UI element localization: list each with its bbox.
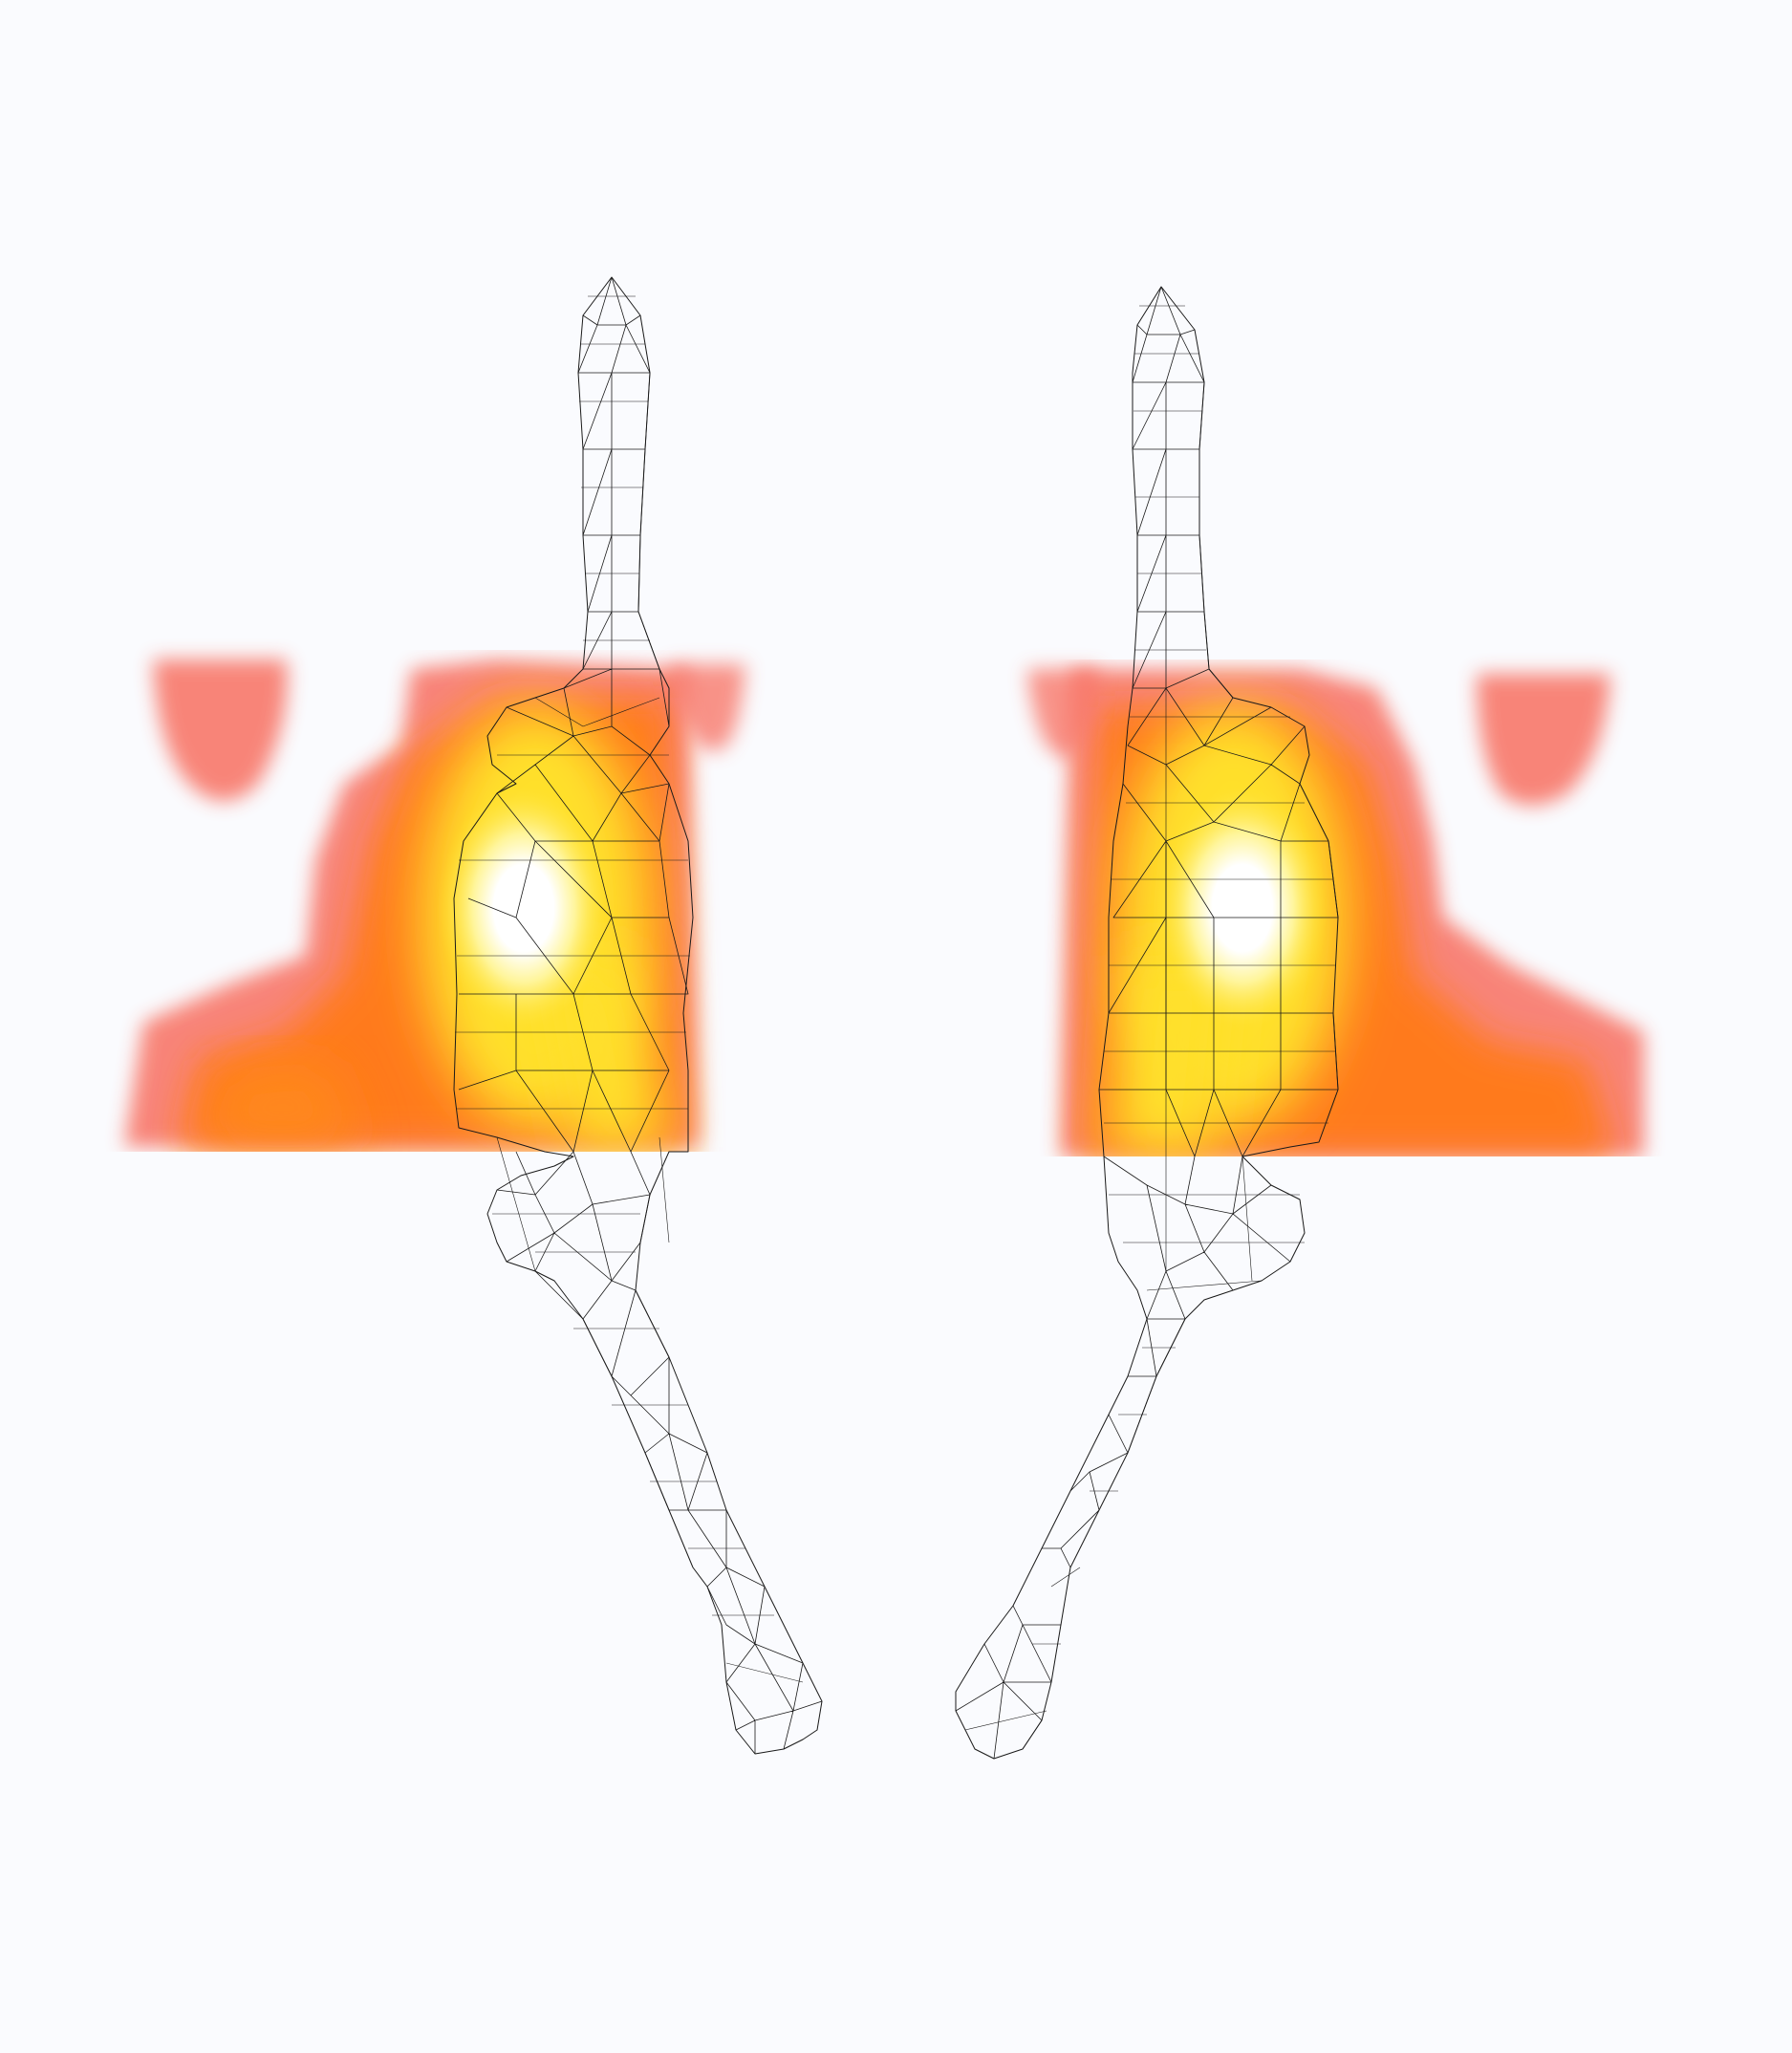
right-heat-blob-top-1 bbox=[1477, 674, 1610, 806]
left-mesh-outline bbox=[453, 276, 823, 1755]
left-mesh-lines bbox=[458, 276, 823, 1754]
left-view bbox=[124, 276, 823, 1755]
left-heat-blob-top-2 bbox=[669, 664, 745, 751]
left-heat-blob-top-1 bbox=[153, 659, 288, 801]
right-heat-peak bbox=[1156, 784, 1328, 1032]
right-mesh-lines bbox=[955, 286, 1339, 1760]
right-heat-blob-top-2 bbox=[1027, 669, 1099, 758]
left-heat-peak bbox=[438, 784, 610, 1032]
right-view bbox=[955, 286, 1644, 1760]
left-heat-orange-lower bbox=[201, 1061, 363, 1147]
left-heatmap bbox=[124, 659, 698, 1152]
right-wireframe-mesh bbox=[955, 286, 1339, 1760]
left-wireframe-mesh bbox=[453, 276, 823, 1755]
right-mesh-detail bbox=[964, 305, 1336, 1731]
left-mesh-detail bbox=[455, 295, 804, 1683]
